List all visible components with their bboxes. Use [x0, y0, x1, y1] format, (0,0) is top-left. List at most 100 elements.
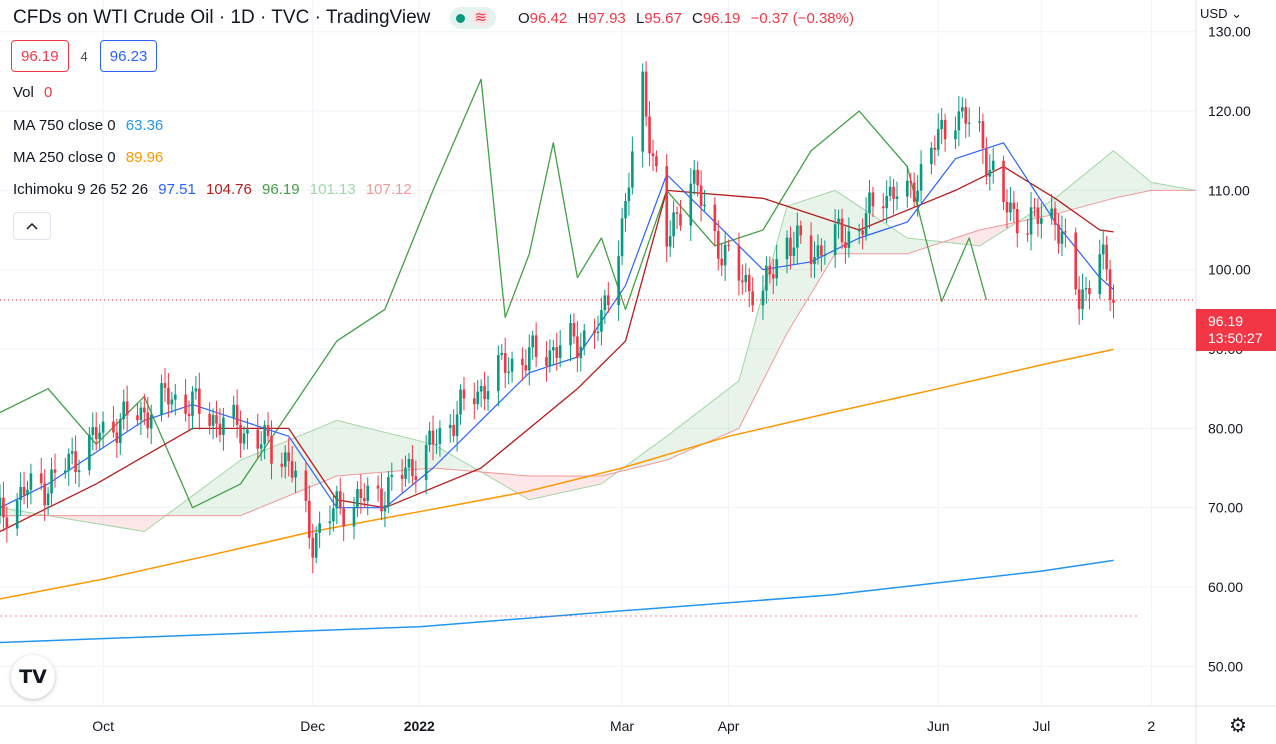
ma250-label: MA 250 close 0	[13, 149, 116, 166]
legend-volume[interactable]: Vol 0	[13, 84, 52, 101]
time-tick-label: Jun	[927, 718, 950, 734]
candle-down	[534, 335, 538, 357]
candle-up	[70, 451, 74, 454]
candle-up	[641, 71, 644, 152]
candle-up	[246, 429, 249, 434]
candle-up	[868, 192, 871, 214]
candle-up	[775, 259, 779, 279]
candle-down	[720, 258, 724, 266]
price-tick-label: 130.00	[1208, 24, 1251, 40]
time-tick-label: 2	[1147, 718, 1155, 734]
ichimoku-cloud	[0, 151, 1196, 531]
candle-down	[1015, 209, 1019, 234]
candle-down	[39, 473, 43, 484]
candle-up	[160, 383, 163, 415]
candle-up	[424, 444, 428, 480]
candle-down	[1033, 207, 1036, 209]
candle-up	[510, 358, 514, 372]
candle-down	[115, 432, 119, 443]
candle-up	[792, 247, 796, 256]
candle-down	[555, 347, 559, 358]
price-tick-label: 100.00	[1208, 262, 1251, 278]
candle-up	[1009, 202, 1012, 213]
candle-down	[380, 488, 383, 512]
close-key: C	[692, 9, 703, 27]
candle-up	[579, 346, 583, 359]
cloud-bullish-area	[1016, 151, 1196, 223]
ma750-value: 63.36	[125, 117, 164, 134]
currency-selector[interactable]: USD ⌄	[1200, 6, 1242, 22]
market-status[interactable]: ≋	[450, 7, 496, 29]
lagging-line	[0, 78, 988, 509]
candle-up	[967, 122, 971, 124]
candle-down	[713, 204, 717, 232]
chart-header: CFDs on WTI Crude Oil · 1D · TVC · Tradi…	[13, 6, 854, 30]
candle-down	[524, 365, 528, 371]
legend-ma750[interactable]: MA 750 close 0 63.36	[13, 117, 163, 134]
span_a-line	[0, 150, 1197, 532]
candle-up	[15, 500, 19, 529]
bar-countdown: 13:50:27	[1208, 330, 1263, 346]
candle-up	[263, 425, 266, 445]
high-value: 97.93	[588, 9, 626, 27]
candle-down	[167, 387, 170, 405]
candle-up	[1029, 207, 1033, 235]
tradingview-logo-icon[interactable]: TV	[11, 655, 55, 699]
candle-down	[235, 404, 239, 425]
candle-down	[472, 398, 476, 405]
legend-ichimoku[interactable]: Ichimoku 9 26 52 26 97.51 104.76 96.19 1…	[13, 181, 412, 198]
price-tick-label: 110.00	[1208, 182, 1250, 198]
candle-down	[1005, 201, 1009, 213]
candle-down	[125, 401, 129, 416]
candle-up	[837, 218, 840, 225]
candle-down	[1108, 269, 1112, 300]
price-tick-label: 50.00	[1208, 658, 1243, 674]
volume-label: Vol	[13, 84, 34, 101]
candle-down	[789, 237, 792, 256]
candle-down	[1074, 232, 1078, 290]
candle-down	[280, 463, 284, 467]
candle-down	[651, 153, 655, 157]
legend-collapse-button[interactable]	[13, 212, 51, 240]
candle-up	[352, 507, 356, 527]
symbol-title[interactable]: CFDs on WTI Crude Oil · 1D · TVC · Tradi…	[13, 7, 431, 28]
ma250-value: 89.96	[125, 149, 164, 166]
settings-gear-icon[interactable]: ⚙	[1229, 714, 1247, 737]
candle-down	[727, 244, 730, 246]
candle-up	[29, 473, 33, 490]
candle-up	[668, 236, 672, 247]
chevron-down-icon: ⌄	[1231, 6, 1242, 21]
candle-up	[0, 497, 2, 516]
candle-down	[809, 235, 813, 265]
candle-up	[318, 523, 321, 533]
candle-up	[211, 415, 215, 426]
candle-down	[665, 166, 669, 247]
candle-down	[1088, 287, 1091, 295]
candle-up	[988, 170, 992, 177]
candle-up	[486, 391, 490, 400]
buy-button[interactable]: 96.23	[99, 40, 158, 72]
legend-ma250[interactable]: MA 250 close 0 89.96	[13, 149, 163, 166]
candle-up	[620, 218, 624, 257]
candle-up	[761, 290, 765, 306]
candle-up	[139, 407, 143, 421]
candle-up	[122, 401, 126, 420]
candle-down	[342, 508, 345, 527]
candle-down	[751, 291, 754, 306]
candle-up	[455, 414, 459, 436]
candle-up	[672, 212, 675, 237]
time-axis[interactable]: Oct Dec 2022 Mar Apr Jun Jul 2	[92, 718, 1155, 734]
candle-up	[916, 190, 919, 202]
ichimoku-span-b-value: 107.12	[365, 181, 412, 198]
candle-up	[404, 467, 407, 479]
price-tick-label: 120.00	[1208, 103, 1251, 119]
candle-down	[503, 352, 507, 373]
candle-down	[933, 147, 937, 150]
close-value: 96.19	[702, 9, 741, 27]
ma750-label: MA 750 close 0	[13, 117, 116, 134]
sell-button[interactable]: 96.19	[11, 40, 69, 72]
candle-down	[572, 322, 576, 337]
candle-up	[847, 231, 851, 248]
candle-down	[799, 225, 803, 236]
